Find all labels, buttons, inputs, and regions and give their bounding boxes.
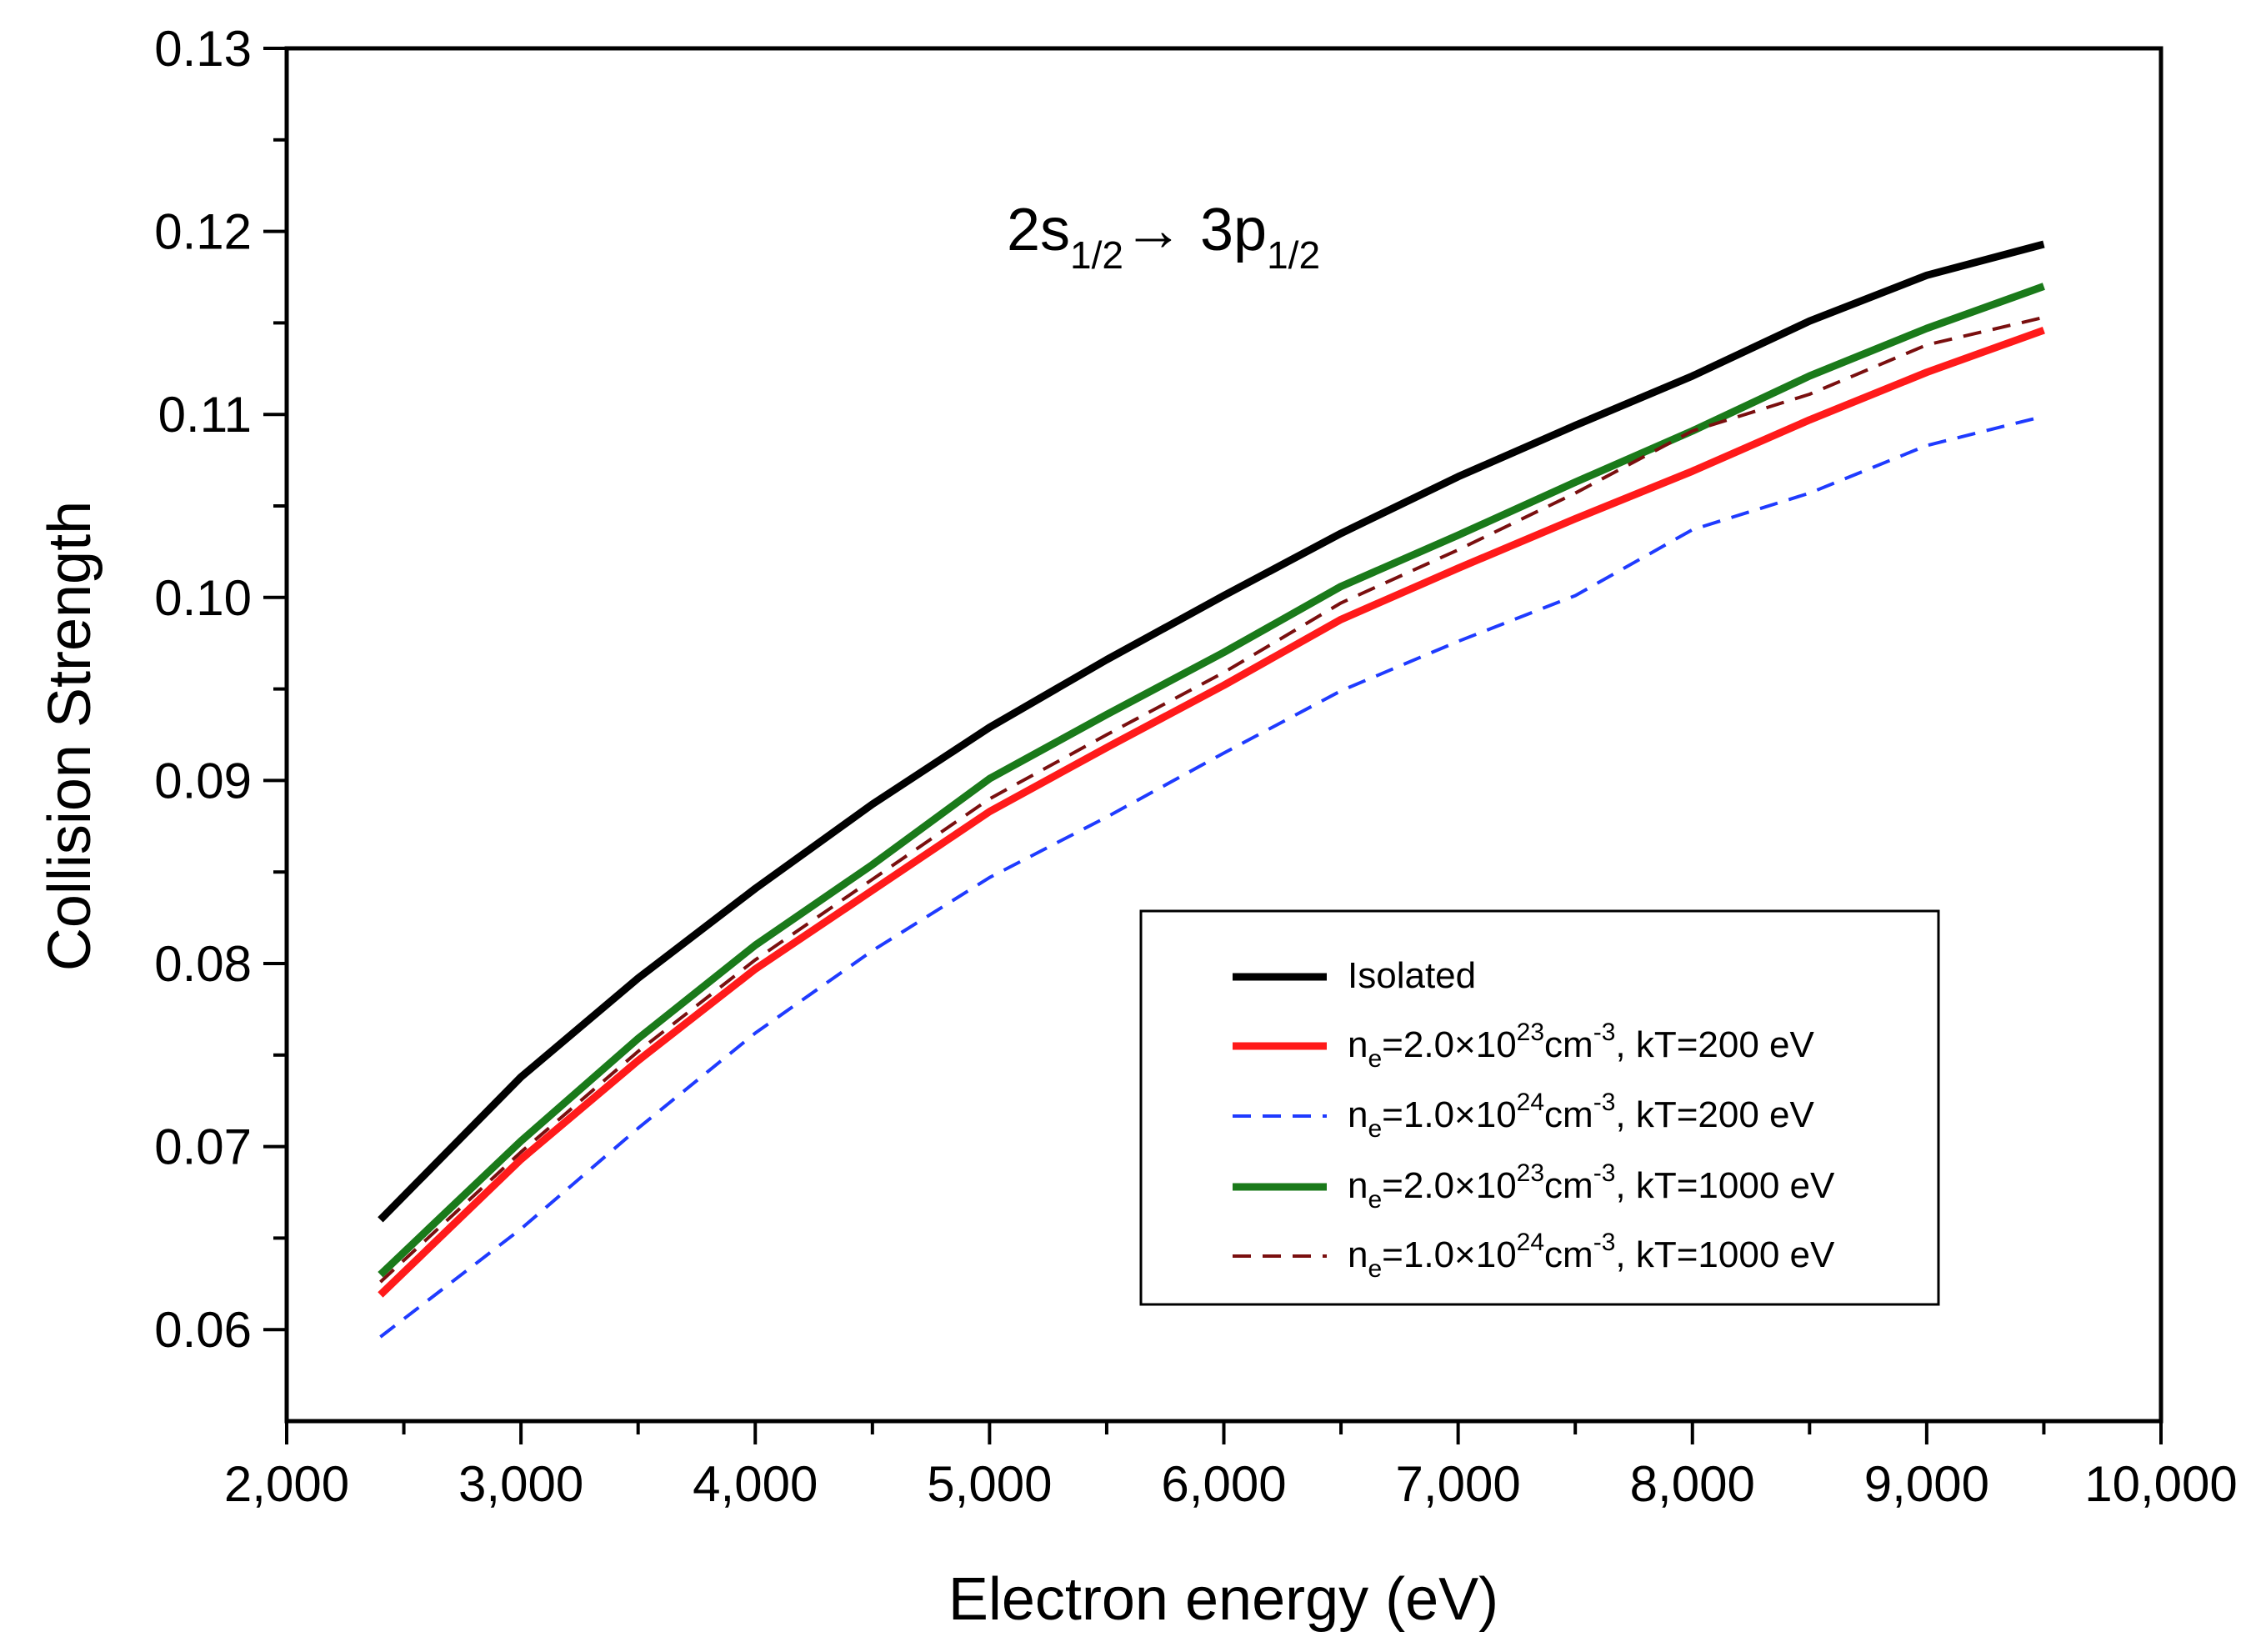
legend-green-mid: =2.0×10 — [1382, 1165, 1517, 1206]
series-line-1 — [378, 326, 2045, 1298]
series-line-4 — [379, 315, 2044, 1284]
legend-green-n: n — [1348, 1165, 1368, 1206]
legend-label-green: ne=2.0×1023cm-3, kT=1000 eV — [1348, 1159, 1835, 1214]
x-tick-label: 7,000 — [1396, 1456, 1521, 1512]
legend-darkred-unit: cm — [1544, 1234, 1593, 1275]
legend-darkred-exp: 24 — [1517, 1229, 1544, 1256]
x-tick-label: 8,000 — [1630, 1456, 1755, 1512]
legend-green-unit: cm — [1544, 1165, 1593, 1206]
legend-darkred-tail: , kT=1000 eV — [1615, 1234, 1835, 1275]
legend-darkred-e: e — [1368, 1255, 1382, 1283]
legend-green-unitexp: -3 — [1593, 1159, 1616, 1187]
annotation-sub2: 1/2 — [1267, 233, 1320, 277]
legend-red-tail: , kT=200 eV — [1615, 1024, 1814, 1065]
legend-label-red: ne=2.0×1023cm-3, kT=200 eV — [1348, 1019, 1815, 1073]
annotation-arrow: → — [1123, 197, 1183, 263]
x-tick-label: 6,000 — [1161, 1456, 1286, 1512]
y-tick-label: 0.07 — [154, 1119, 252, 1175]
annotation-part1: 2s — [1007, 197, 1070, 263]
y-tick-label: 0.10 — [154, 570, 252, 626]
x-tick-label: 9,000 — [1864, 1456, 1989, 1512]
legend-blue-mid: =1.0×10 — [1382, 1094, 1517, 1135]
legend-red-exp: 23 — [1517, 1019, 1544, 1046]
legend-blue-e: e — [1368, 1115, 1382, 1143]
x-axis-title: Electron energy (eV) — [948, 1566, 1498, 1633]
y-tick-label: 0.06 — [154, 1302, 252, 1358]
axis-ticks — [263, 47, 2163, 1444]
legend-blue-tail: , kT=200 eV — [1615, 1094, 1814, 1135]
x-tick-label: 2,000 — [224, 1456, 349, 1512]
legend-darkred-unitexp: -3 — [1593, 1229, 1616, 1256]
legend-red-unitexp: -3 — [1593, 1019, 1616, 1046]
legend-red-unit: cm — [1544, 1024, 1593, 1065]
legend-green-exp: 23 — [1517, 1159, 1544, 1187]
series-line-3 — [378, 283, 2045, 1278]
legend-label-isolated: Isolated — [1348, 955, 1476, 996]
legend-red-e: e — [1368, 1045, 1382, 1073]
y-tick-label: 0.12 — [154, 204, 252, 260]
transition-annotation: 2s1/2→ 3p1/2 — [1007, 197, 1320, 277]
y-tick-label: 0.13 — [154, 21, 252, 77]
legend-blue-exp: 24 — [1517, 1089, 1544, 1116]
legend-isolated-text: Isolated — [1348, 955, 1476, 996]
annotation-sub1: 1/2 — [1070, 233, 1123, 277]
legend-blue-unit: cm — [1544, 1094, 1593, 1135]
series-layer — [378, 240, 2045, 1339]
legend-swatches — [1233, 973, 1327, 1258]
legend-darkred-mid: =1.0×10 — [1382, 1234, 1517, 1275]
legend-blue-unitexp: -3 — [1593, 1089, 1616, 1116]
legend-green-e: e — [1368, 1186, 1382, 1214]
y-tick-label: 0.11 — [158, 387, 252, 443]
legend-label-blue: ne=1.0×1024cm-3, kT=200 eV — [1348, 1089, 1815, 1143]
legend-label-darkred: ne=1.0×1024cm-3, kT=1000 eV — [1348, 1229, 1835, 1283]
legend-red-mid: =2.0×10 — [1382, 1024, 1517, 1065]
x-tick-label: 10,000 — [2084, 1456, 2238, 1512]
legend-red-n: n — [1348, 1024, 1368, 1065]
series-line-0 — [378, 240, 2045, 1223]
series-line-2 — [379, 414, 2044, 1339]
legend-blue-n: n — [1348, 1094, 1368, 1135]
legend-darkred-n: n — [1348, 1234, 1368, 1275]
x-tick-label: 4,000 — [693, 1456, 818, 1512]
y-tick-label: 0.09 — [154, 753, 252, 808]
axis-tick-labels: 2,000 3,000 4,000 5,000 6,000 7,000 8,000 9,000… — [154, 21, 2238, 1512]
legend-green-tail: , kT=1000 eV — [1615, 1165, 1835, 1206]
legend: Isolated ne=2.0×1023cm-3, kT=200 eV ne=1… — [1139, 909, 1940, 1306]
annotation-part2: 3p — [1183, 197, 1267, 263]
x-tick-label: 3,000 — [458, 1456, 583, 1512]
x-tick-label: 5,000 — [927, 1456, 1052, 1512]
y-tick-label: 0.08 — [154, 936, 252, 992]
y-axis-title: Collision Strength — [37, 501, 103, 971]
